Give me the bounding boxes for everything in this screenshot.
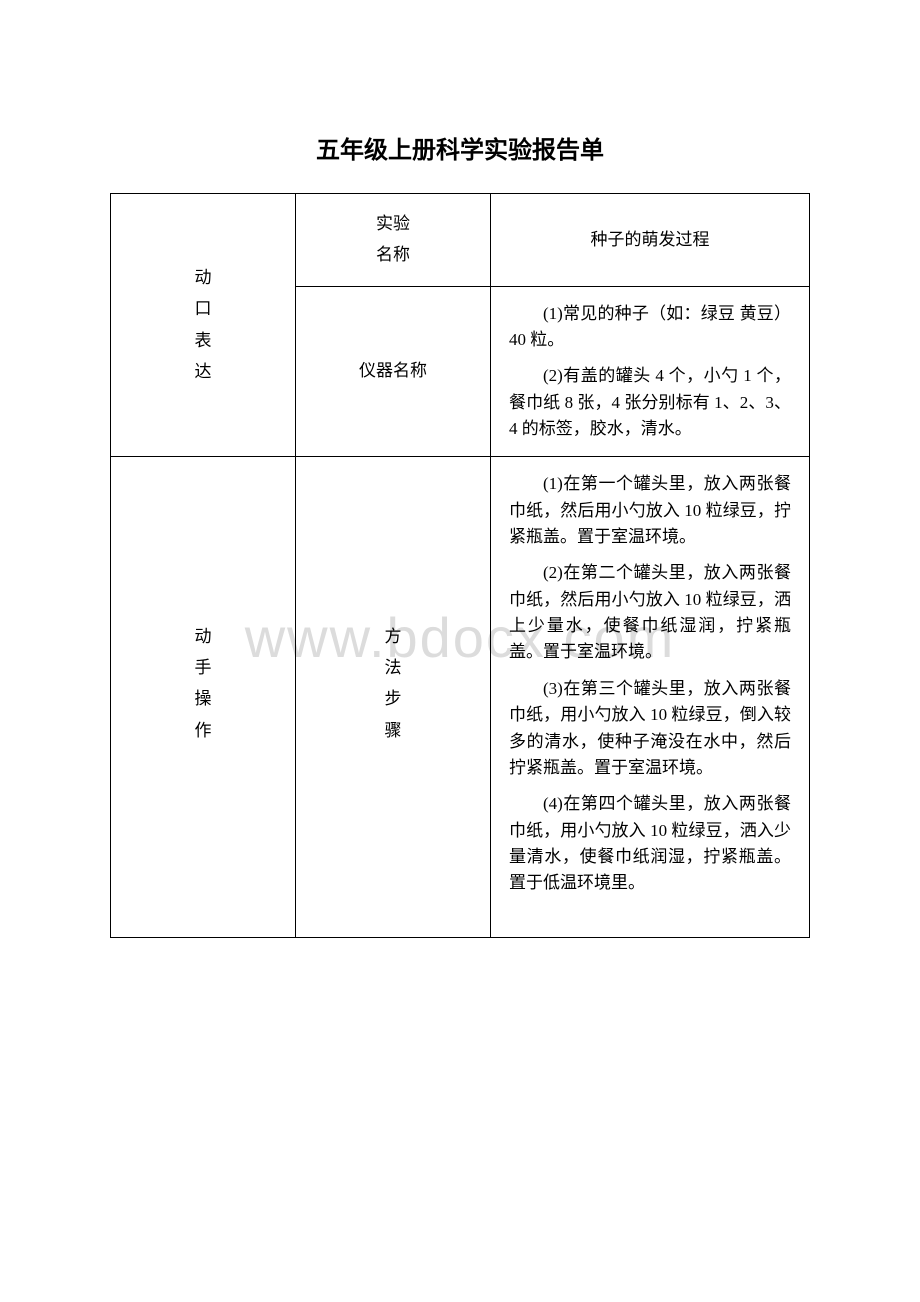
cell-section-oral: 动 口 表 达 <box>111 194 296 457</box>
cell-label-experiment-name: 实验 名称 <box>296 194 491 287</box>
label-steps-2: 法 <box>385 655 402 681</box>
label-steps-4: 骤 <box>385 718 402 744</box>
label-exp-2: 名称 <box>376 242 410 268</box>
label-steps-1: 方 <box>385 624 402 650</box>
label-hands-4: 作 <box>195 718 212 744</box>
cell-section-hands: 动 手 操 作 <box>111 457 296 937</box>
cell-equipment-value: (1)常见的种子（如：绿豆 黄豆）40 粒。 (2)有盖的罐头 4 个，小勺 1… <box>491 286 810 457</box>
row-steps: 动 手 操 作 方 法 步 骤 (1)在第一个罐头里，放入两张餐巾纸，然后用小勺… <box>111 457 810 937</box>
label-hands-3: 操 <box>195 686 212 712</box>
page-title: 五年级上册科学实验报告单 <box>110 130 810 165</box>
label-oral-1: 动 <box>195 265 212 291</box>
step-item-4: (4)在第四个罐头里，放入两张餐巾纸，用小勺放入 10 粒绿豆，洒入少量清水，使… <box>509 791 791 896</box>
experiment-table: 动 口 表 达 实验 名称 种子的萌发过程 仪器名称 (1)常见的种子（如：绿豆… <box>110 193 810 938</box>
label-oral-2: 口 <box>195 296 212 322</box>
equipment-item-2: (2)有盖的罐头 4 个，小勺 1 个，餐巾纸 8 张，4 张分别标有 1、2、… <box>509 363 791 442</box>
label-steps-3: 步 <box>385 686 402 712</box>
label-oral-4: 达 <box>195 359 212 385</box>
cell-label-equipment: 仪器名称 <box>296 286 491 457</box>
equipment-item-1: (1)常见的种子（如：绿豆 黄豆）40 粒。 <box>509 301 791 354</box>
row-experiment-name: 动 口 表 达 实验 名称 种子的萌发过程 <box>111 194 810 287</box>
label-exp-1: 实验 <box>376 211 410 237</box>
step-item-2: (2)在第二个罐头里，放入两张餐巾纸，然后用小勺放入 10 粒绿豆，洒上少量水，… <box>509 560 791 665</box>
label-oral-3: 表 <box>195 328 212 354</box>
step-item-3: (3)在第三个罐头里，放入两张餐巾纸，用小勺放入 10 粒绿豆，倒入较多的清水，… <box>509 676 791 781</box>
cell-steps-value: (1)在第一个罐头里，放入两张餐巾纸，然后用小勺放入 10 粒绿豆，拧紧瓶盖。置… <box>491 457 810 937</box>
cell-experiment-name-value: 种子的萌发过程 <box>491 194 810 287</box>
label-hands-2: 手 <box>195 655 212 681</box>
label-hands-1: 动 <box>195 624 212 650</box>
step-item-1: (1)在第一个罐头里，放入两张餐巾纸，然后用小勺放入 10 粒绿豆，拧紧瓶盖。置… <box>509 471 791 550</box>
cell-label-steps: 方 法 步 骤 <box>296 457 491 937</box>
